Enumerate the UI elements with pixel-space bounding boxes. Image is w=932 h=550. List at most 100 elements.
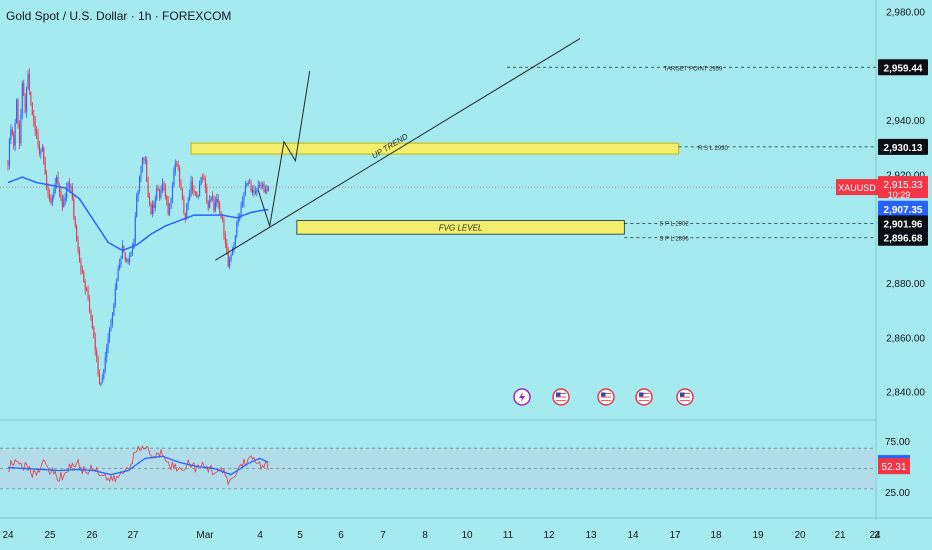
candle-body: [180, 181, 182, 190]
candle-body: [146, 159, 148, 182]
candle-body: [74, 217, 76, 226]
candle-body: [244, 186, 246, 194]
candle: [141, 156, 143, 173]
candle-body: [76, 225, 78, 240]
zones: FVG LEVEL: [190, 142, 680, 235]
y-tick-label: 2,860.00: [886, 333, 925, 344]
candle: [36, 126, 38, 140]
candle-body: [224, 235, 226, 244]
flag-stripe: [556, 400, 566, 402]
projection-path: [257, 71, 311, 227]
candle: [51, 194, 53, 207]
candle: [77, 236, 79, 254]
x-tick-label: 26: [86, 530, 98, 541]
candle-body: [8, 139, 10, 166]
candle-body: [7, 160, 9, 166]
candle-body: [23, 83, 25, 96]
candle: [26, 86, 28, 118]
candle-body: [61, 197, 63, 208]
candle: [30, 91, 32, 106]
candle-body: [53, 192, 55, 197]
candle-body: [264, 189, 266, 193]
event-icons[interactable]: [513, 388, 694, 406]
candle-body: [194, 191, 196, 193]
candle-body: [78, 251, 81, 261]
candle: [204, 175, 206, 193]
x-tick-label: 24: [2, 530, 14, 541]
candle: [16, 98, 18, 124]
candle: [13, 131, 15, 150]
y-tick-label: 2,880.00: [886, 279, 925, 290]
candle-body: [247, 182, 249, 184]
candle-body: [186, 204, 188, 220]
candle-body: [211, 196, 214, 200]
candle: [159, 188, 161, 201]
candle-body: [253, 190, 255, 193]
flag-stripe: [556, 394, 566, 396]
candle: [263, 180, 265, 193]
candle-body: [214, 202, 216, 211]
candle-body: [163, 183, 165, 186]
candle: [177, 160, 179, 172]
candle-body: [143, 158, 145, 160]
candle: [236, 220, 238, 239]
candle-body: [63, 200, 65, 208]
price-label-2-text: 2,907.35: [884, 205, 923, 216]
candle: [223, 216, 225, 240]
candle: [233, 242, 235, 254]
candle-body: [131, 248, 133, 254]
x-tick-label: 5: [297, 530, 303, 541]
candle-body: [100, 383, 102, 385]
us-flag-icon[interactable]: [597, 388, 615, 406]
candle-body: [246, 183, 248, 187]
x-tick-label: 24: [869, 530, 881, 541]
candle-body: [159, 188, 161, 198]
price-label-3-bg: [878, 215, 928, 232]
candle-body: [121, 245, 123, 259]
current-price-bg: [878, 176, 928, 199]
candle: [100, 382, 102, 387]
candle: [234, 234, 236, 249]
us-flag-icon[interactable]: [552, 388, 570, 406]
flag-canton: [680, 392, 685, 397]
candle: [189, 189, 191, 202]
candle: [197, 194, 199, 200]
candle-body: [249, 182, 251, 184]
candle: [66, 182, 68, 202]
candle: [28, 68, 30, 96]
bolt-icon[interactable]: [513, 388, 531, 406]
candle: [267, 186, 269, 192]
candle: [237, 213, 239, 227]
candle: [157, 184, 159, 192]
x-tick-label: 11: [503, 530, 514, 541]
candle-body: [230, 254, 232, 260]
candle-body: [40, 150, 42, 154]
candle: [266, 184, 268, 195]
candle-body: [21, 83, 23, 115]
candle: [14, 118, 16, 152]
candle: [24, 93, 26, 114]
candle: [107, 332, 109, 354]
candle: [264, 185, 266, 194]
price-label-1-text: 2,930.13: [884, 143, 923, 154]
candle: [227, 247, 229, 268]
candle: [76, 224, 78, 242]
candle-body: [189, 194, 191, 201]
candle-body: [223, 219, 225, 236]
candle-body: [101, 377, 103, 384]
candle-body: [176, 163, 178, 165]
us-flag-icon[interactable]: [676, 388, 694, 406]
uptrend-line: [215, 38, 581, 261]
candle: [83, 269, 85, 283]
candle-body: [31, 102, 33, 116]
x-tick-label: 20: [794, 530, 806, 541]
candle: [170, 197, 172, 209]
price-label-2-bg: [878, 200, 928, 217]
candle-body: [200, 177, 202, 185]
candle: [80, 257, 82, 275]
us-flag-icon[interactable]: [635, 388, 653, 406]
candle: [120, 255, 122, 268]
candle-body: [104, 357, 106, 370]
candle-body: [140, 166, 142, 177]
